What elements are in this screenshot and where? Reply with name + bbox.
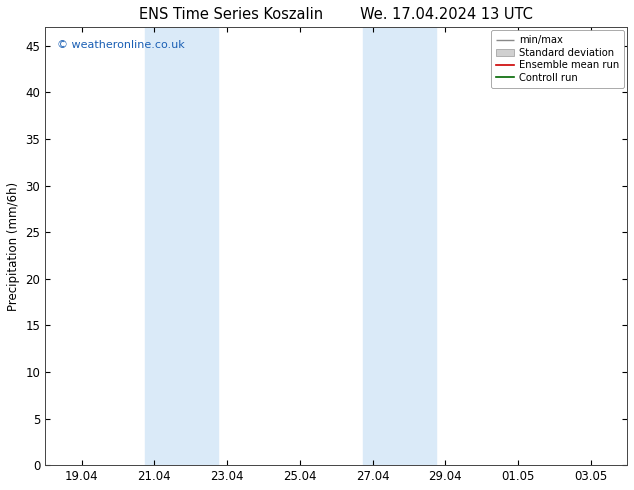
- Bar: [363, 27, 436, 465]
- Text: © weatheronline.co.uk: © weatheronline.co.uk: [57, 40, 184, 50]
- Bar: [145, 27, 218, 465]
- Title: ENS Time Series Koszalin        We. 17.04.2024 13 UTC: ENS Time Series Koszalin We. 17.04.2024 …: [139, 7, 533, 22]
- Legend: min/max, Standard deviation, Ensemble mean run, Controll run: min/max, Standard deviation, Ensemble me…: [491, 30, 624, 88]
- Y-axis label: Precipitation (mm/6h): Precipitation (mm/6h): [7, 182, 20, 311]
